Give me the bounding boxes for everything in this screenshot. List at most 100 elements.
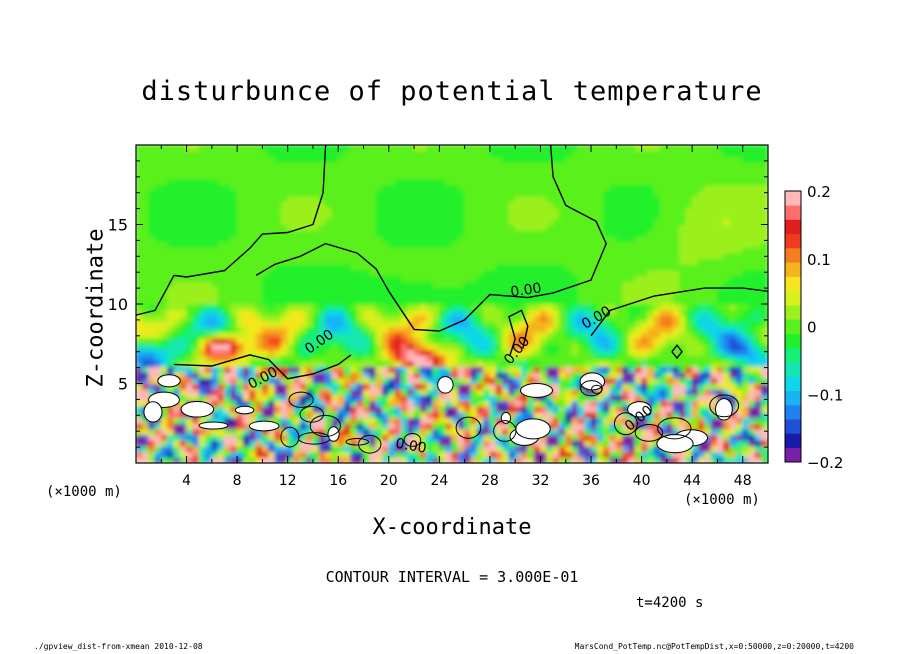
heatmap-cell <box>337 224 346 231</box>
heatmap-cell <box>306 394 314 402</box>
heatmap-cell <box>476 280 485 288</box>
heatmap-cell <box>136 145 143 152</box>
heatmap-cell <box>230 303 238 311</box>
heatmap-cell <box>691 445 699 453</box>
heatmap-cell <box>160 439 169 447</box>
heatmap-cell <box>432 400 440 407</box>
heatmap-cell <box>445 172 453 180</box>
heatmap-cell <box>344 428 352 436</box>
heatmap-cell <box>634 150 643 157</box>
heatmap-cell <box>514 337 523 345</box>
heatmap-cell <box>325 161 333 169</box>
heatmap-cell <box>533 150 541 157</box>
heatmap-cell <box>268 320 276 328</box>
heatmap-cell <box>179 400 188 407</box>
heatmap-cell <box>186 434 194 441</box>
heatmap-cell <box>577 269 586 277</box>
heatmap-cell <box>299 235 308 243</box>
heatmap-cell <box>337 365 346 373</box>
heatmap-cell <box>205 286 213 294</box>
heatmap-cell <box>369 348 377 356</box>
heatmap-cell <box>527 354 535 362</box>
heatmap-cell <box>287 394 295 402</box>
heatmap-cell <box>590 184 598 191</box>
heatmap-cell <box>483 212 491 220</box>
heatmap-cell <box>495 161 504 169</box>
heatmap-cell <box>419 224 428 231</box>
heatmap-cell <box>628 297 636 305</box>
heatmap-cell <box>577 241 586 248</box>
heatmap-cell <box>400 212 409 220</box>
heatmap-cell <box>223 411 232 419</box>
heatmap-cell <box>603 434 611 441</box>
heatmap-cell <box>249 343 257 350</box>
heatmap-cell <box>312 195 320 203</box>
heatmap-cell <box>363 252 371 260</box>
heatmap-cell <box>388 224 396 231</box>
heatmap-cell <box>438 400 447 407</box>
heatmap-cell <box>457 331 466 339</box>
heatmap-cell <box>647 212 655 220</box>
heatmap-cell <box>141 161 150 169</box>
heatmap-cell <box>160 428 169 436</box>
heatmap-cell <box>603 292 611 299</box>
heatmap-cell <box>432 172 440 180</box>
heatmap-cell <box>641 241 649 248</box>
heatmap-cell <box>615 206 624 214</box>
heatmap-cell <box>660 178 668 186</box>
heatmap-cell <box>192 172 200 180</box>
heatmap-cell <box>666 320 674 328</box>
heatmap-cell <box>451 150 459 157</box>
heatmap-cell <box>622 184 630 191</box>
heatmap-cell <box>173 365 181 373</box>
heatmap-cell <box>255 297 263 305</box>
heatmap-cell <box>211 263 219 271</box>
heatmap-cell <box>179 172 188 180</box>
heatmap-cell <box>470 241 478 248</box>
heatmap-cell <box>186 241 194 248</box>
heatmap-cell <box>255 303 263 311</box>
heatmap-cell <box>375 456 383 463</box>
heatmap-cell <box>470 343 478 350</box>
heatmap-cell <box>356 365 365 373</box>
heatmap-cell <box>615 286 624 294</box>
heatmap-cell <box>287 292 295 299</box>
heatmap-cell <box>356 331 365 339</box>
heatmap-cell <box>432 286 440 294</box>
heatmap-cell <box>381 394 390 402</box>
heatmap-cell <box>230 417 238 424</box>
heatmap-cell <box>331 326 339 333</box>
heatmap-cell <box>337 331 346 339</box>
heatmap-cell <box>249 337 257 345</box>
heatmap-cell <box>457 235 466 243</box>
heatmap-cell <box>508 189 516 197</box>
heatmap-cell <box>451 195 459 203</box>
heatmap-cell <box>508 212 516 220</box>
heatmap-cell <box>186 246 194 254</box>
heatmap-cell <box>375 286 383 294</box>
heatmap-cell <box>590 388 598 396</box>
heatmap-cell <box>381 326 390 333</box>
heatmap-cell <box>198 269 207 277</box>
heatmap-cell <box>173 445 181 453</box>
heatmap-cell <box>198 155 207 163</box>
heatmap-cell <box>230 400 238 407</box>
heatmap-cell <box>653 241 662 248</box>
heatmap-cell <box>577 235 586 243</box>
heatmap-cell <box>457 320 466 328</box>
heatmap-cell <box>306 428 314 436</box>
heatmap-cell <box>489 348 497 356</box>
heatmap-cell <box>584 246 592 254</box>
heatmap-cell <box>198 343 207 350</box>
heatmap-cell <box>533 348 541 356</box>
heatmap-cell <box>350 206 358 214</box>
heatmap-cell <box>653 252 662 260</box>
heatmap-cell <box>287 258 295 265</box>
heatmap-cell <box>179 326 188 333</box>
heatmap-cell <box>451 348 459 356</box>
heatmap-cell <box>388 269 396 277</box>
heatmap-cell <box>381 388 390 396</box>
heatmap-cell <box>508 337 516 345</box>
heatmap-cell <box>394 411 402 419</box>
heatmap-cell <box>325 360 333 367</box>
